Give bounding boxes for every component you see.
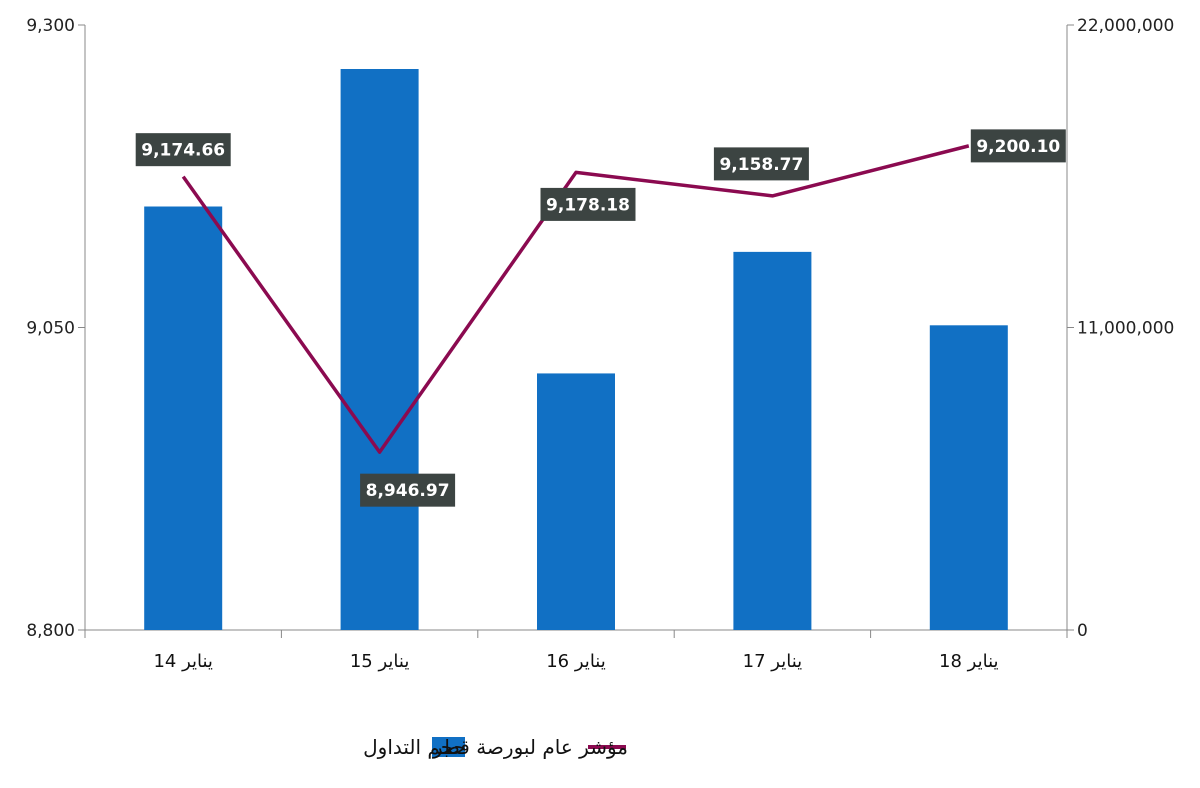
legend-bar-swatch [432, 737, 465, 757]
x-category-label: 18 يناير [939, 651, 999, 672]
index-value-label-box [360, 473, 456, 507]
volume-bar [929, 325, 1008, 630]
legend-line-label: مؤشر عام لبورصة قطر [432, 735, 628, 759]
index-value-label-box [135, 133, 231, 167]
index-value-label-box [713, 147, 809, 181]
legend-bar-label: حجم التداول [363, 735, 466, 759]
x-category-label: 17 يناير [743, 651, 803, 672]
index-value-label: 9,200.10 [976, 137, 1060, 157]
index-value-label-box [970, 129, 1066, 163]
index-line [181, 144, 970, 454]
left-tick-label: 9,300 [26, 16, 75, 36]
right-tick-label: 11,000,000 [1077, 319, 1174, 339]
volume-bar [144, 206, 223, 630]
x-category-label: 15 يناير [350, 651, 410, 672]
index-value-label: 9,178.18 [546, 195, 630, 215]
left-tick-label: 9,050 [26, 319, 75, 339]
index-value-label: 8,946.97 [366, 481, 450, 501]
index-value-label: 9,158.77 [719, 155, 803, 175]
volume-bar [733, 251, 812, 630]
right-tick-label: 0 [1077, 621, 1088, 641]
index-value-label-box [540, 187, 636, 221]
right-tick-label: 22,000,000 [1077, 16, 1174, 36]
left-tick-label: 8,800 [26, 621, 75, 641]
x-category-label: 16 يناير [546, 651, 606, 672]
index-value-label: 9,174.66 [141, 141, 225, 161]
x-category-label: 14 يناير [153, 651, 213, 672]
volume-bar [340, 69, 419, 630]
volume-bar [537, 373, 615, 630]
